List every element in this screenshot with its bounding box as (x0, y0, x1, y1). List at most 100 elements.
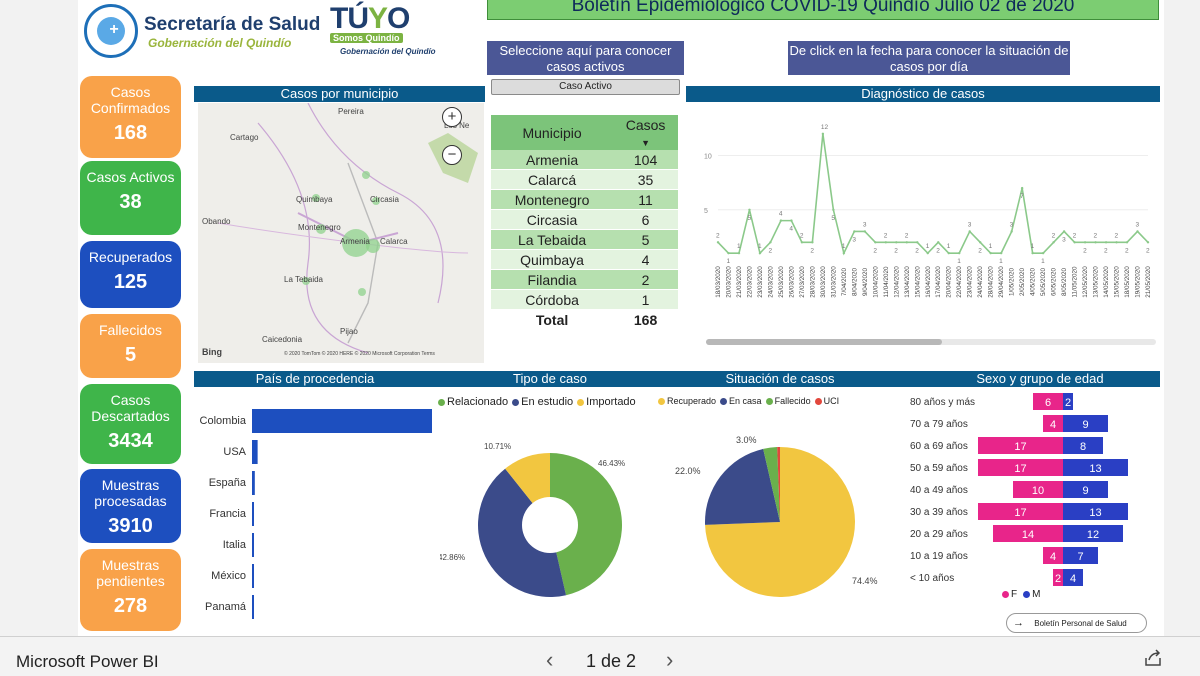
donut-slice[interactable] (478, 468, 567, 597)
female-bar[interactable] (1053, 569, 1063, 586)
data-point[interactable] (790, 219, 793, 222)
data-point[interactable] (758, 251, 762, 255)
x-tick-label[interactable]: 5/05/2020 (1040, 267, 1047, 296)
data-point[interactable] (884, 241, 888, 244)
female-bar[interactable] (978, 503, 1063, 520)
x-tick-label[interactable]: 10/04/2020 (872, 266, 879, 298)
x-tick-label[interactable]: 17/04/2020 (935, 266, 942, 298)
kpi-card[interactable]: Recuperados 125 (80, 241, 181, 308)
data-point[interactable] (874, 241, 877, 244)
data-point[interactable] (811, 241, 814, 244)
legend-item[interactable]: Recuperado (658, 396, 716, 406)
table-row[interactable]: Quimbaya 4 (491, 249, 678, 270)
kpi-card[interactable]: Casos Descartados 3434 (80, 384, 181, 464)
x-tick-label[interactable]: 20/03/2020 (725, 266, 732, 298)
data-point[interactable] (1125, 241, 1129, 244)
col-municipio[interactable]: Municipio (491, 115, 614, 150)
legend-item[interactable]: Relacionado (438, 396, 508, 408)
x-tick-label[interactable]: 13/05/2020 (1093, 266, 1100, 298)
sex-age-bar-chart[interactable]: 80 años y más 6 2 70 a 79 años 4 9 60 a 69 año… (900, 388, 1160, 604)
legend-item[interactable]: UCI (814, 396, 839, 406)
zoom-in-button[interactable]: + (442, 107, 462, 127)
data-point[interactable] (968, 230, 971, 233)
data-point[interactable] (821, 132, 825, 136)
x-tick-label[interactable]: 6/05/2020 (1051, 267, 1058, 296)
country-bar[interactable] (252, 595, 254, 619)
data-point[interactable] (1041, 251, 1045, 255)
x-tick-label[interactable]: 29/04/2020 (998, 266, 1005, 298)
country-bar[interactable] (252, 471, 255, 495)
data-point[interactable] (926, 251, 929, 255)
table-row[interactable]: Armenia 104 (491, 150, 678, 170)
legend-item[interactable]: En estudio (512, 396, 573, 408)
x-tick-label[interactable]: 31/03/2020 (830, 266, 837, 298)
male-bar[interactable] (1063, 437, 1103, 454)
active-case-button[interactable]: Caso Activo (491, 79, 680, 95)
data-point[interactable] (958, 251, 961, 255)
x-tick-label[interactable]: 22/03/2020 (746, 266, 753, 298)
country-bar[interactable] (252, 533, 254, 557)
x-tick-label[interactable]: 15/04/2020 (914, 266, 921, 298)
legend-item[interactable]: F (1002, 589, 1017, 600)
x-tick-label[interactable]: 23/03/2020 (757, 266, 764, 298)
data-point[interactable] (937, 241, 940, 244)
data-point[interactable] (1094, 241, 1097, 244)
x-tick-label[interactable]: 12/05/2020 (1082, 266, 1089, 298)
next-page-button[interactable]: › (666, 647, 674, 672)
x-tick-label[interactable]: 1/05/2020 (1009, 267, 1016, 296)
donut-slice[interactable] (550, 453, 622, 596)
municipality-map[interactable]: PereiraCartagoLos NeQuimbayaCircasiaOban… (198, 103, 484, 363)
country-bar-chart[interactable]: Colombia USA España Francia Italia México Pana… (196, 398, 456, 628)
col-casos[interactable]: Casos ▼ (613, 115, 678, 150)
country-bar[interactable] (252, 409, 432, 433)
pie-slice[interactable] (705, 448, 780, 525)
data-point[interactable] (905, 241, 908, 244)
pie-slice[interactable] (763, 447, 780, 522)
x-tick-label[interactable]: 15/05/2020 (1114, 266, 1121, 298)
data-point[interactable] (1115, 241, 1118, 244)
female-bar[interactable] (978, 459, 1063, 476)
male-bar[interactable] (1063, 459, 1128, 476)
x-tick-label[interactable]: 18/05/2020 (1124, 266, 1131, 298)
kpi-card[interactable]: Casos Confirmados 168 (80, 76, 181, 158)
x-tick-label[interactable]: 24/04/2020 (977, 266, 984, 298)
prev-page-button[interactable]: ‹ (546, 647, 554, 672)
country-bar[interactable] (252, 502, 254, 526)
data-point[interactable] (1020, 186, 1024, 190)
table-row[interactable]: Circasia 6 (491, 209, 678, 230)
x-tick-label[interactable]: 8/05/2020 (1061, 267, 1068, 296)
data-point[interactable] (1136, 230, 1139, 233)
x-tick-label[interactable]: 16/04/2020 (925, 266, 932, 298)
x-tick-label[interactable]: 25/03/2020 (778, 266, 785, 298)
male-bar[interactable] (1063, 525, 1123, 542)
kpi-card[interactable]: Casos Activos 38 (80, 161, 181, 235)
data-point[interactable] (863, 230, 867, 233)
data-point[interactable] (1083, 241, 1087, 244)
x-tick-label[interactable]: 14/05/2020 (1103, 266, 1110, 298)
x-tick-label[interactable]: 18/03/2020 (715, 266, 722, 298)
data-point[interactable] (916, 241, 919, 244)
data-point[interactable] (1104, 241, 1108, 244)
male-bar[interactable] (1063, 393, 1073, 410)
data-point[interactable] (727, 251, 730, 255)
table-row[interactable]: Montenegro 11 (491, 189, 678, 210)
female-bar[interactable] (1043, 547, 1063, 564)
data-point[interactable] (748, 208, 751, 211)
x-tick-label[interactable]: 22/04/2020 (956, 266, 963, 298)
male-bar[interactable] (1063, 569, 1083, 586)
kpi-card[interactable]: Fallecidos 5 (80, 314, 181, 378)
data-point[interactable] (1073, 241, 1076, 244)
data-point[interactable] (895, 241, 898, 244)
x-tick-label[interactable]: 7/04/2020 (841, 267, 848, 296)
share-icon[interactable] (1143, 648, 1165, 668)
x-tick-label[interactable]: 27/03/2020 (799, 266, 806, 298)
data-point[interactable] (989, 251, 992, 255)
x-tick-label[interactable]: 28/03/2020 (809, 266, 816, 298)
x-tick-label[interactable]: 4/05/2020 (1030, 267, 1037, 296)
x-tick-label[interactable]: 19/05/2020 (1135, 266, 1142, 298)
male-bar[interactable] (1063, 481, 1108, 498)
female-bar[interactable] (978, 437, 1063, 454)
x-tick-label[interactable]: 11/04/2020 (883, 266, 890, 298)
x-tick-label[interactable]: 11/05/2020 (1072, 266, 1079, 298)
data-point[interactable] (1052, 241, 1055, 244)
